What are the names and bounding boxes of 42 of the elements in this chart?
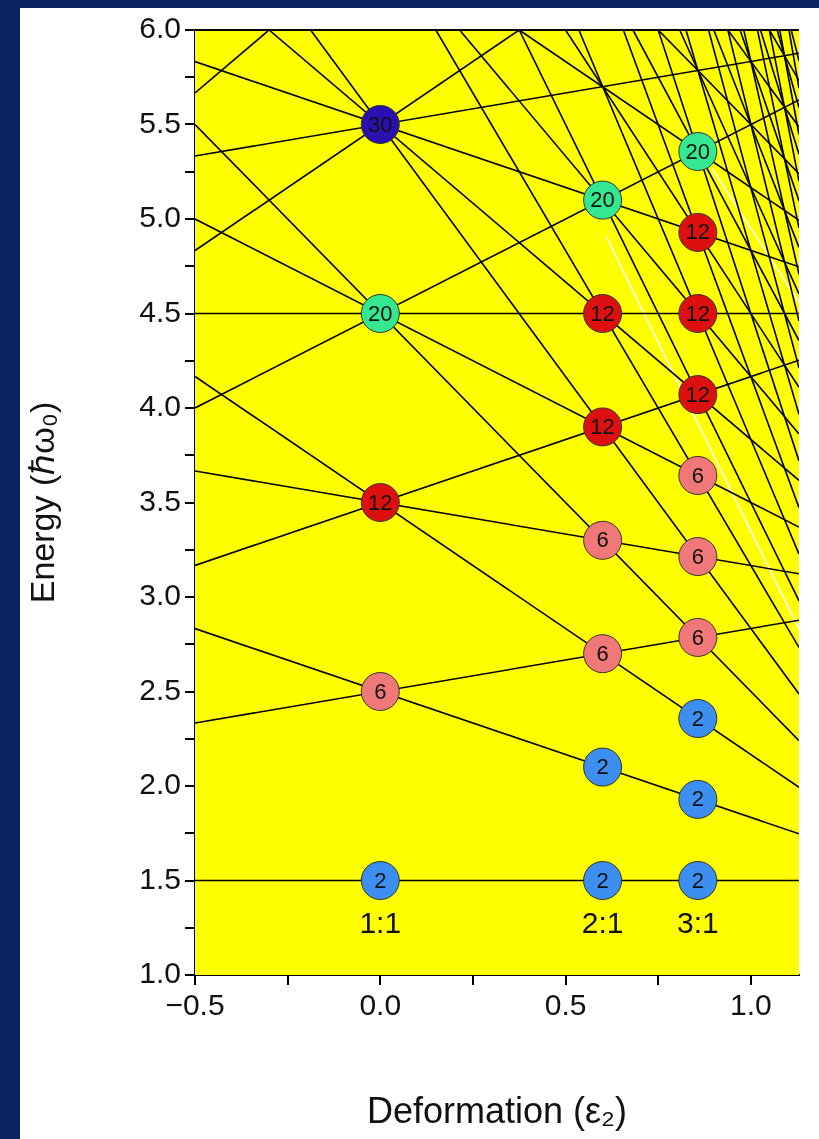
x-tick-label: 0.0 <box>359 988 402 1022</box>
annotation: 6 <box>691 462 704 488</box>
annotation: 2 <box>691 705 704 731</box>
annotation: 20 <box>685 138 711 164</box>
annotation: 12 <box>685 300 711 326</box>
y-axis-title: Energy (ℏω₀) <box>22 401 61 604</box>
annotation: 3:1 <box>676 906 719 940</box>
annotation: 12 <box>590 413 615 439</box>
y-tick-label: 5.5 <box>139 105 181 139</box>
annotation: 1:1 <box>359 906 402 940</box>
y-tick-label: 3.5 <box>139 483 181 517</box>
y-tick-label: 2.0 <box>139 767 181 801</box>
annotation: 6 <box>691 543 704 569</box>
annotation: 12 <box>368 489 393 515</box>
annotation: 2 <box>596 867 609 893</box>
x-axis-title: Deformation (ε₂) <box>366 1090 628 1132</box>
y-tick-label: 6.0 <box>139 11 181 45</box>
annotation: 20 <box>368 300 393 326</box>
annotation: 6 <box>596 527 609 553</box>
annotation: 2:1 <box>581 906 624 940</box>
annotation: 12 <box>685 219 711 245</box>
annotation: 2 <box>374 867 387 893</box>
annotation: 12 <box>590 300 615 326</box>
annotation: 6 <box>691 624 704 650</box>
annotation: 12 <box>685 381 711 407</box>
annotation: 2 <box>691 867 704 893</box>
x-tick-label: −0.5 <box>165 988 225 1022</box>
y-tick-label: 2.5 <box>139 672 181 706</box>
y-tick-label: 1.0 <box>139 956 181 990</box>
annotation: 20 <box>590 187 615 213</box>
x-tick-label: 1.0 <box>729 988 772 1022</box>
annotation: 2 <box>691 786 704 812</box>
annotation: 2 <box>596 754 609 780</box>
annotation: 6 <box>374 678 387 704</box>
y-tick-label: 4.0 <box>139 389 181 423</box>
annotation: 6 <box>596 640 609 666</box>
y-tick-label: 3.0 <box>139 578 181 612</box>
y-tick-label: 1.5 <box>139 861 181 895</box>
y-tick-label: 4.5 <box>139 294 181 328</box>
y-tick-label: 5.0 <box>139 200 181 234</box>
annotation: 30 <box>368 111 393 137</box>
x-tick-label: 0.5 <box>544 988 587 1022</box>
